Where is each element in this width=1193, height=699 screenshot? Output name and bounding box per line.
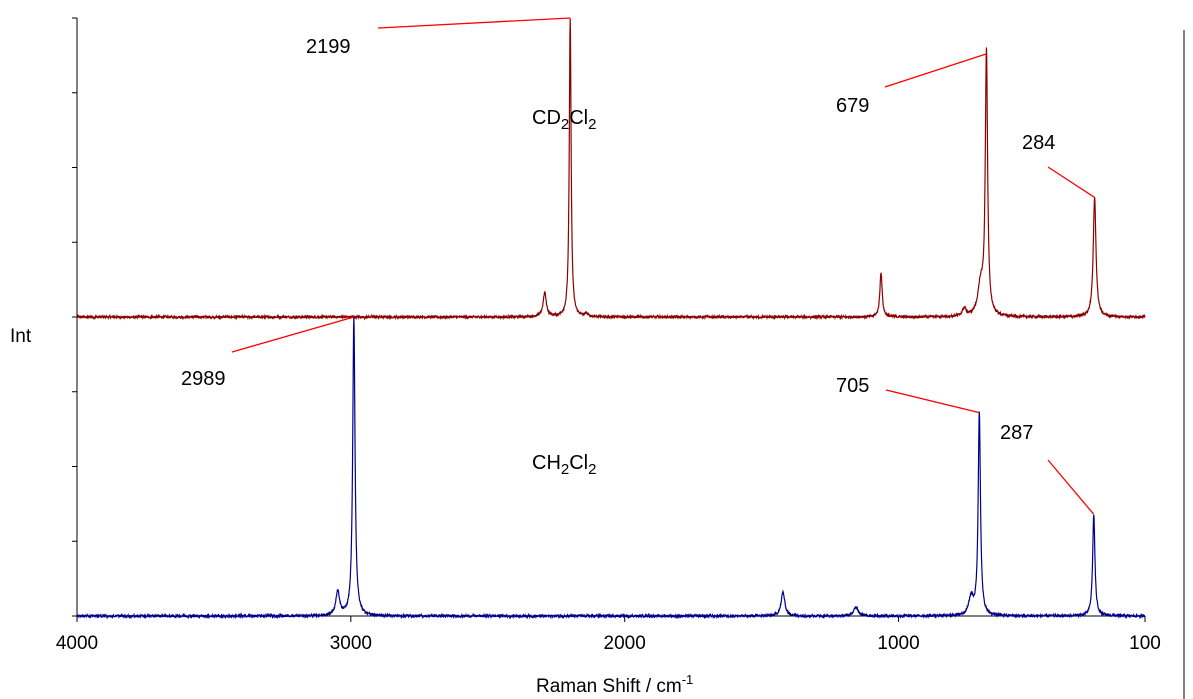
peak-label-2989: 2989 (181, 368, 226, 390)
peak-label-287: 287 (1000, 422, 1033, 444)
annotation-leader-2199 (377, 17, 571, 29)
series-line-ch2cl2 (76, 316, 1146, 620)
x-tick-label: 1000 (877, 633, 919, 654)
peak-label-284: 284 (1022, 132, 1055, 154)
annotation-leader-2989 (231, 316, 355, 353)
x-tick-label: 2000 (604, 633, 646, 654)
annotation-leader-679 (884, 53, 987, 88)
y-axis-label: Int (10, 326, 32, 347)
compound-label-ch2cl2: CH2Cl2 (532, 452, 596, 478)
x-tick-label: 3000 (330, 633, 372, 654)
compound-label-cd2cl2: CD2Cl2 (532, 107, 596, 133)
peak-label-679: 679 (836, 95, 869, 117)
series-layer (76, 18, 1146, 620)
peak-label-705: 705 (836, 375, 869, 397)
annotation-leader-287 (1047, 459, 1095, 515)
x-tick-label: 4000 (56, 633, 98, 654)
plot-frame: 4000 3000 2000 1000 100 (56, 17, 1185, 699)
series-line-cd2cl2 (76, 18, 1146, 321)
annotation-leader-705 (885, 389, 980, 414)
x-tick-label: 100 (1129, 633, 1161, 654)
annotation-leader-284 (1047, 166, 1095, 198)
x-axis-label: Raman Shift / cm-1 (536, 672, 693, 697)
annotation-layer: 2199 679 284 2989 705 287 (181, 17, 1095, 515)
peak-label-2199: 2199 (306, 36, 351, 58)
